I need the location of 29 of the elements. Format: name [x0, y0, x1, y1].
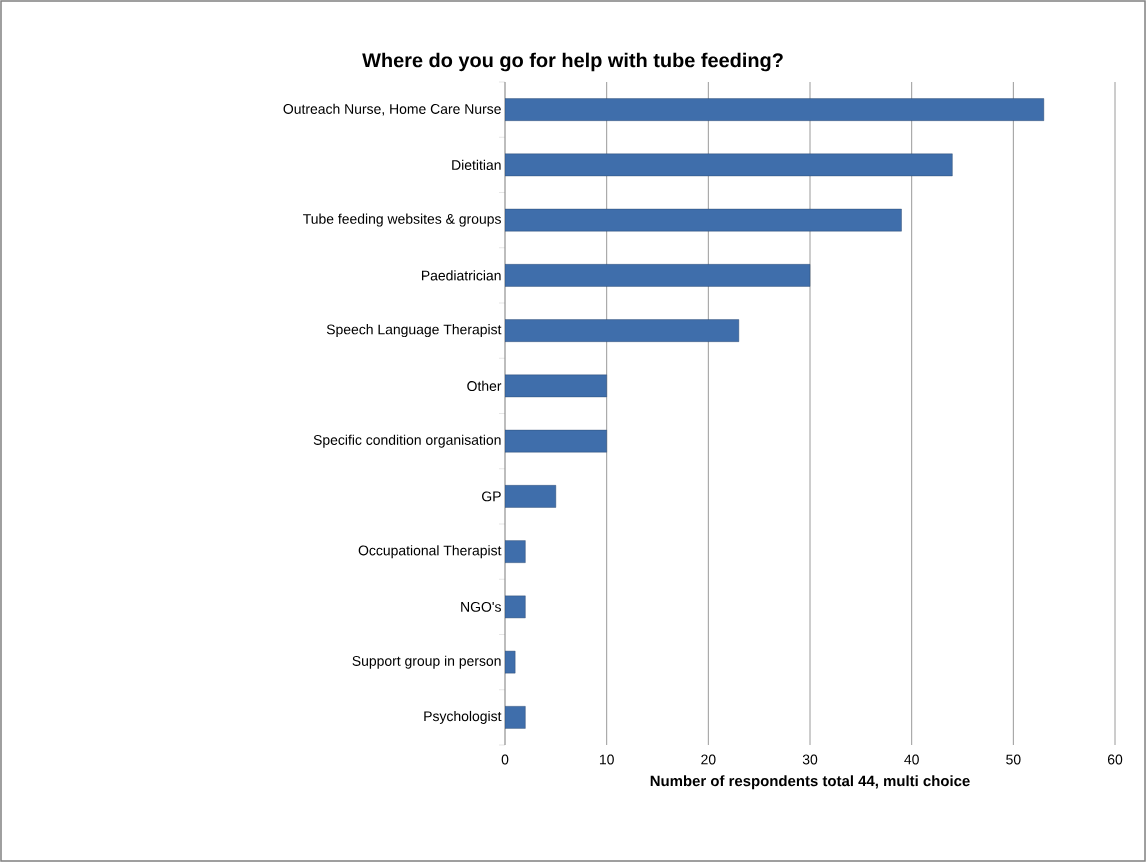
- y-tick-label: Paediatrician: [421, 270, 501, 281]
- y-tick-label: Speech Language Therapist: [326, 324, 502, 338]
- y-tick-label: Other: [467, 380, 502, 391]
- bar: [505, 374, 607, 398]
- y-tick-label: Tube feeding websites & groups: [303, 213, 501, 227]
- y-tick-label: Outreach Nurse, Home Care Nurse: [283, 103, 501, 116]
- y-tick-label: Specific condition organisation: [313, 434, 501, 448]
- x-tick-label: 20: [701, 754, 716, 765]
- bar: [505, 153, 953, 177]
- x-tick-label: 60: [1107, 754, 1123, 765]
- x-tick-label: 0: [501, 754, 509, 765]
- y-tick-label: Dietitian: [452, 159, 501, 170]
- bar: [505, 208, 902, 232]
- x-tick-label: 50: [1006, 754, 1021, 765]
- bar: [505, 319, 740, 342]
- chart-title: Where do you go for help with tube feeding?: [362, 52, 783, 72]
- y-tick-label: Occupational Therapist: [358, 545, 502, 559]
- bar: [505, 98, 1045, 121]
- x-axis-title: Number of respondents total 44, multi choice: [650, 775, 970, 790]
- x-tick-label: 10: [599, 754, 614, 765]
- bar: [505, 264, 811, 287]
- x-tick-label: 40: [904, 754, 919, 765]
- bar: [505, 485, 557, 508]
- y-tick-label: Psychologist: [424, 710, 502, 724]
- y-tick-label: Support group in person: [352, 655, 501, 669]
- y-tick-label: NGO's: [461, 601, 501, 612]
- bar: [505, 429, 607, 453]
- x-tick-label: 30: [802, 754, 818, 765]
- y-tick-label: GP: [482, 491, 501, 502]
